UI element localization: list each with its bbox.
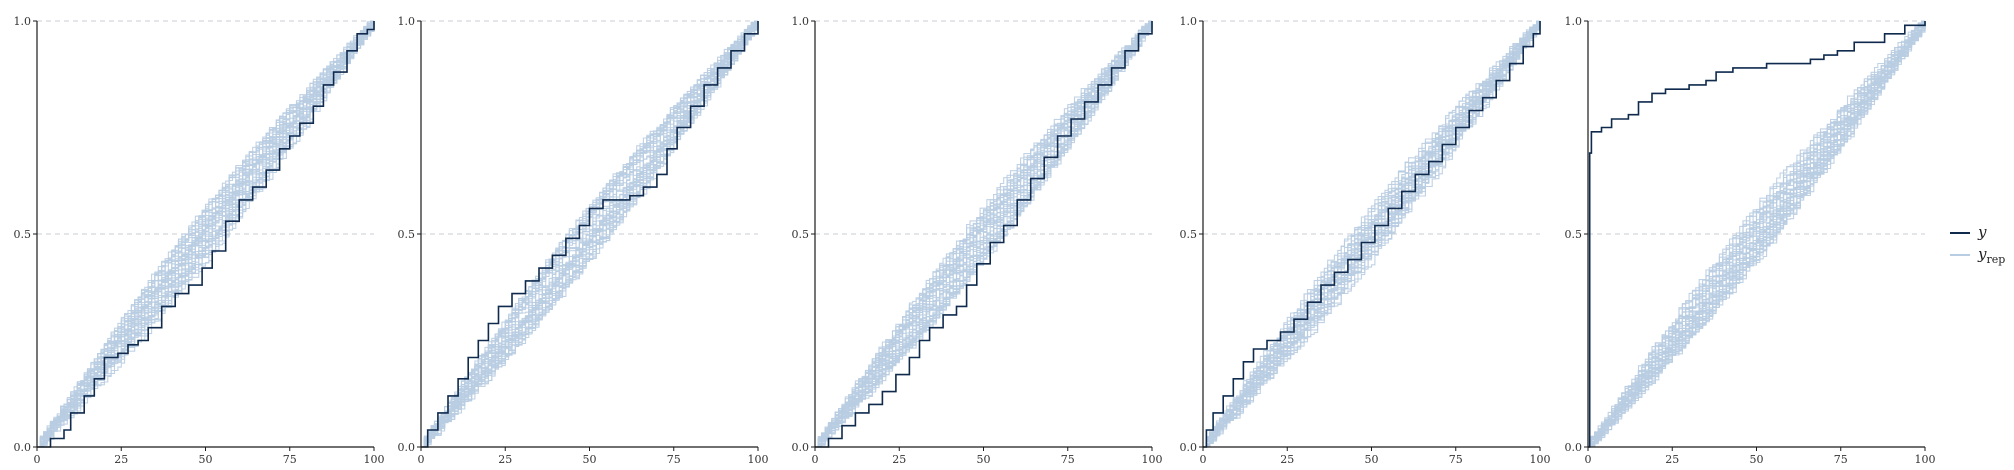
x-tick-label: 50: [1365, 453, 1379, 466]
panel-2: 0 25 50 75 100 0.0 0.5 1.0: [398, 15, 769, 466]
y-tick-label: 0.5: [14, 228, 32, 241]
x-tick-label: 75: [1449, 453, 1463, 466]
x-tick-label: 25: [1665, 453, 1679, 466]
x-tick-label: 50: [1750, 453, 1764, 466]
panel-1: 0 25 50 75 100 0.0 0.5 1.0: [14, 15, 385, 466]
x-tick-label: 100: [1915, 453, 1936, 466]
x-tick-label: 75: [1061, 453, 1075, 466]
legend-entry-2: yrep: [1950, 245, 2005, 266]
x-tick-label: 50: [199, 453, 213, 466]
yrep-lines: [1588, 20, 1926, 448]
yrep-line: [1203, 21, 1541, 448]
panel-4: 0 25 50 75 100 0.0 0.5 1.0: [1180, 15, 1551, 466]
x-tick-label: 75: [1834, 453, 1848, 466]
legend-entry-1: y: [1950, 223, 1987, 241]
x-tick-label: 0: [34, 453, 41, 466]
panel-5: 0 25 50 75 100 0.0 0.5 1.0: [1565, 15, 1936, 466]
panels-group: 0 25 50 75 100 0.0 0.5 1.0 0 25 50 75 100 0.0 0.5 1.0 0 2…: [14, 15, 1936, 466]
y-tick-label: 0.5: [398, 228, 416, 241]
y-line: [421, 21, 759, 448]
yrep-line: [815, 21, 1153, 448]
yrep-line: [815, 21, 1153, 448]
yrep-line: [37, 21, 375, 448]
y-tick-label: 1.0: [398, 15, 416, 28]
y-tick-label: 0.5: [1180, 228, 1198, 241]
yrep-line: [815, 21, 1153, 448]
yrep-lines: [37, 20, 375, 448]
x-tick-label: 100: [1142, 453, 1163, 466]
panel-3: 0 25 50 75 100 0.0 0.5 1.0: [792, 15, 1163, 466]
yrep-line: [421, 21, 759, 448]
yrep-line: [1588, 21, 1926, 448]
yrep-line: [421, 21, 759, 448]
legend-label: yrep: [1977, 245, 2005, 266]
yrep-line: [37, 21, 375, 448]
yrep-line: [37, 21, 375, 448]
y-tick-label: 1.0: [1180, 15, 1198, 28]
yrep-line: [1588, 21, 1926, 448]
y-line: [815, 21, 1153, 448]
x-tick-label: 25: [1280, 453, 1294, 466]
y-tick-label: 1.0: [14, 15, 32, 28]
y-tick-label: 0.5: [792, 228, 810, 241]
y-line: [37, 21, 375, 448]
y-tick-label: 0.0: [1180, 441, 1198, 454]
x-tick-label: 25: [892, 453, 906, 466]
y-tick-label: 1.0: [1565, 15, 1583, 28]
yrep-line: [1203, 21, 1541, 448]
x-tick-label: 75: [667, 453, 681, 466]
yrep-line: [1203, 20, 1540, 448]
x-tick-label: 0: [812, 453, 819, 466]
yrep-lines: [1203, 20, 1541, 448]
y-tick-label: 0.0: [792, 441, 810, 454]
x-tick-label: 0: [1585, 453, 1592, 466]
x-tick-label: 100: [1530, 453, 1551, 466]
yrep-line: [421, 20, 758, 448]
x-tick-label: 25: [114, 453, 128, 466]
y-tick-label: 1.0: [792, 15, 810, 28]
x-tick-label: 0: [418, 453, 425, 466]
legend-label: y: [1977, 223, 1987, 241]
x-tick-label: 75: [283, 453, 297, 466]
yrep-line: [815, 21, 1153, 448]
y-tick-label: 0.0: [14, 441, 32, 454]
x-tick-label: 100: [748, 453, 769, 466]
x-tick-label: 100: [364, 453, 385, 466]
y-line: [1203, 21, 1541, 448]
y-tick-label: 0.0: [1565, 441, 1583, 454]
legend: y yrep: [1950, 223, 2005, 266]
y-line: [1588, 21, 1926, 448]
yrep-line: [37, 20, 374, 448]
yrep-line: [1203, 21, 1541, 448]
yrep-line: [37, 21, 375, 448]
y-tick-label: 0.0: [398, 441, 416, 454]
x-tick-label: 50: [977, 453, 991, 466]
x-tick-label: 25: [498, 453, 512, 466]
x-tick-label: 0: [1200, 453, 1207, 466]
y-tick-label: 0.5: [1565, 228, 1583, 241]
x-tick-label: 50: [583, 453, 597, 466]
